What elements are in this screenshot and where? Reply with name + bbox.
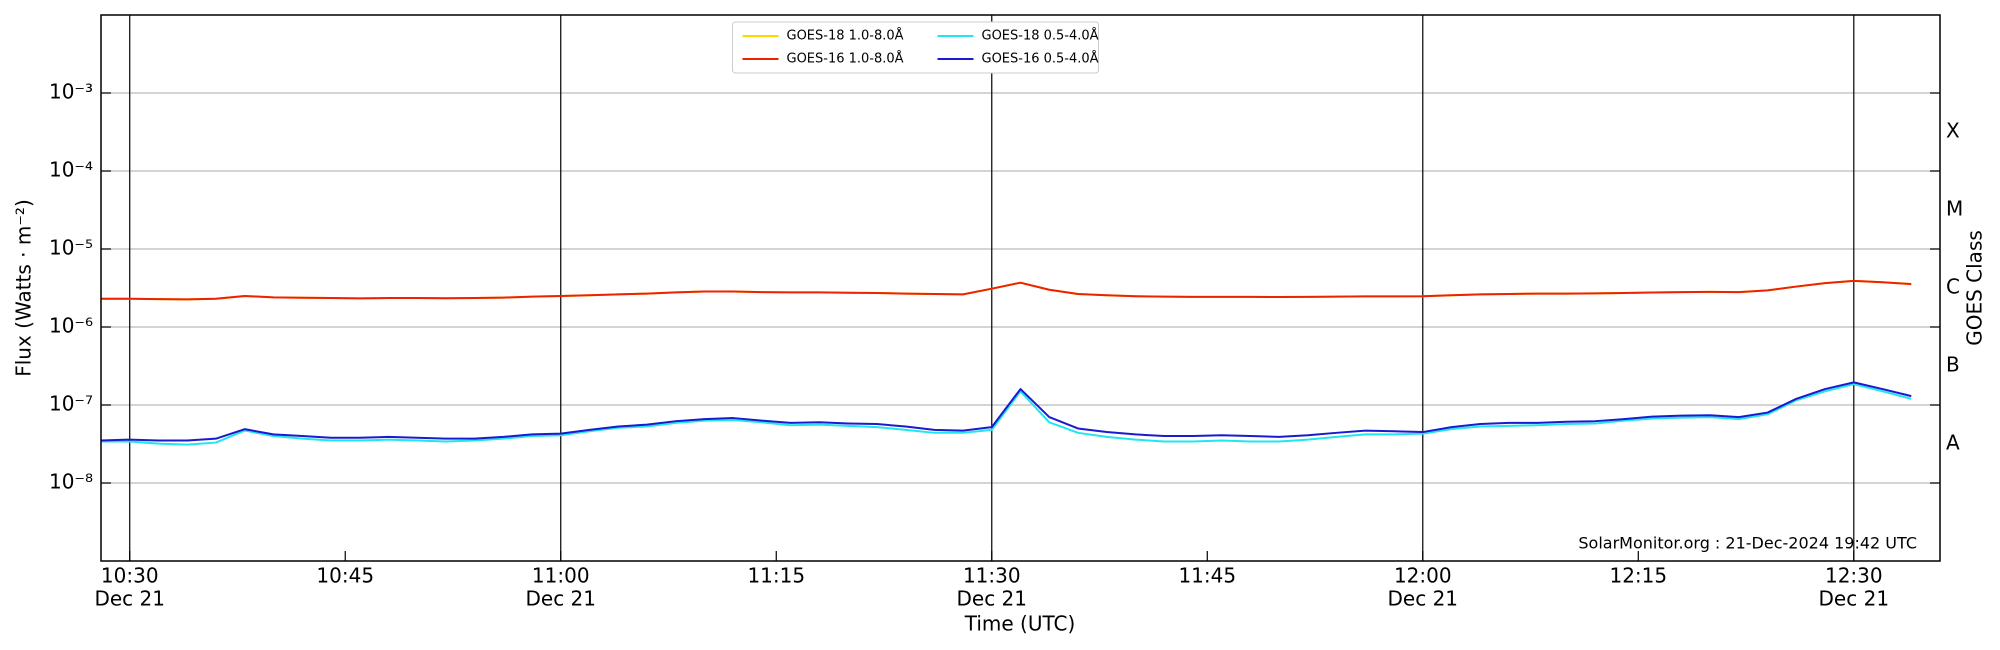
legend-label: GOES-16 1.0-8.0Å bbox=[787, 51, 904, 67]
x-tick-date: Dec 21 bbox=[1819, 587, 1890, 611]
y-tick-label: 10⁻⁵ bbox=[49, 236, 93, 260]
series-line bbox=[101, 279, 1912, 301]
x-tick-label: 11:00 bbox=[532, 564, 590, 588]
y-tick-label: 10⁻⁶ bbox=[49, 314, 93, 338]
legend-box bbox=[732, 21, 1099, 74]
x-axis-label: Time (UTC) bbox=[964, 612, 1076, 636]
x-tick-label: 12:00 bbox=[1394, 564, 1452, 588]
y-tick-label: 10⁻⁷ bbox=[49, 392, 93, 416]
y2-tick-label: X bbox=[1946, 119, 1960, 143]
y-axis-label: Flux (Watts · m⁻²) bbox=[12, 199, 36, 377]
x-tick-label: 12:30 bbox=[1825, 564, 1883, 588]
y2-tick-label: M bbox=[1946, 197, 1963, 221]
series-line bbox=[101, 383, 1912, 446]
x-tick-label: 10:30 bbox=[101, 564, 159, 588]
y2-tick-label: B bbox=[1946, 353, 1960, 377]
series-line bbox=[100, 381, 1912, 442]
y-tick-label: 10⁻⁸ bbox=[49, 470, 93, 494]
x-tick-date: Dec 21 bbox=[94, 587, 165, 611]
legend-label: GOES-18 1.0-8.0Å bbox=[787, 28, 904, 44]
y-tick-label: 10⁻⁴ bbox=[49, 158, 93, 182]
legend: GOES-18 1.0-8.0Å GOES-16 1.0-8.0Å GOES-18 … bbox=[732, 21, 1099, 74]
legend-label: GOES-16 0.5-4.0Å bbox=[982, 51, 1099, 67]
x-tick-label: 11:45 bbox=[1178, 564, 1236, 588]
y2-axis-label: GOES Class bbox=[1963, 230, 1987, 346]
x-tick-label: 12:15 bbox=[1609, 564, 1667, 588]
x-tick-date: Dec 21 bbox=[957, 587, 1028, 611]
x-tick-label: 11:30 bbox=[963, 564, 1021, 588]
x-tick-date: Dec 21 bbox=[525, 587, 596, 611]
annotation: SolarMonitor.org : 21-Dec-2024 19:42 UTC bbox=[1578, 534, 1917, 553]
x-tick-label: 11:15 bbox=[747, 564, 805, 588]
plot-frame bbox=[100, 14, 1941, 562]
y-tick-label: 10⁻³ bbox=[49, 80, 93, 104]
y2-tick-label: A bbox=[1946, 431, 1960, 455]
y2-tick-label: C bbox=[1946, 275, 1960, 299]
x-tick-date: Dec 21 bbox=[1388, 587, 1459, 611]
series-line bbox=[101, 279, 1912, 301]
x-tick-label: 10:45 bbox=[316, 564, 374, 588]
legend-label: GOES-18 0.5-4.0Å bbox=[982, 28, 1099, 44]
